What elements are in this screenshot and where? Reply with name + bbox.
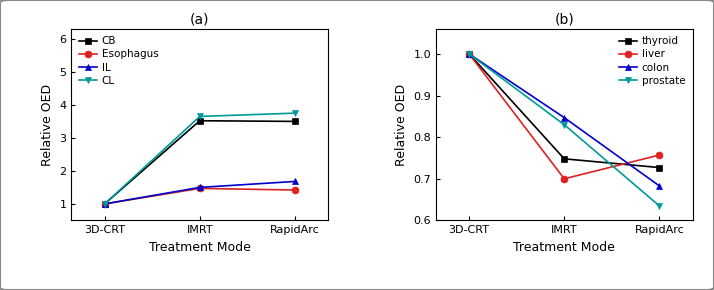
colon (465, 52, 473, 56)
CB (101, 202, 109, 206)
IL (291, 180, 299, 183)
prostate (560, 123, 568, 126)
colon (655, 184, 663, 188)
liver (655, 153, 663, 157)
Legend: thyroid, liver, colon, prostate: thyroid, liver, colon, prostate (617, 34, 688, 88)
Title: (b): (b) (554, 12, 574, 26)
Line: liver: liver (466, 50, 663, 182)
prostate (655, 204, 663, 208)
CL (291, 111, 299, 115)
CB (196, 119, 204, 122)
Y-axis label: Relative OED: Relative OED (41, 84, 54, 166)
Line: colon: colon (466, 50, 663, 189)
prostate (465, 52, 473, 56)
liver (465, 52, 473, 56)
Line: CL: CL (101, 110, 298, 207)
CL (196, 115, 204, 118)
thyroid (465, 52, 473, 56)
CB (291, 120, 299, 123)
Line: IL: IL (101, 178, 298, 207)
Line: thyroid: thyroid (466, 50, 663, 171)
X-axis label: Treatment Mode: Treatment Mode (149, 241, 251, 254)
Esophagus (101, 202, 109, 206)
Esophagus (196, 187, 204, 190)
IL (196, 186, 204, 189)
X-axis label: Treatment Mode: Treatment Mode (513, 241, 615, 254)
colon (560, 116, 568, 119)
Line: prostate: prostate (466, 50, 663, 209)
Line: Esophagus: Esophagus (101, 185, 298, 207)
thyroid (655, 166, 663, 169)
IL (101, 202, 109, 206)
liver (560, 177, 568, 181)
Line: CB: CB (101, 117, 298, 207)
thyroid (560, 157, 568, 161)
Title: (a): (a) (190, 12, 209, 26)
Y-axis label: Relative OED: Relative OED (395, 84, 408, 166)
Esophagus (291, 188, 299, 192)
Legend: CB, Esophagus, IL, CL: CB, Esophagus, IL, CL (76, 34, 161, 88)
CL (101, 202, 109, 206)
